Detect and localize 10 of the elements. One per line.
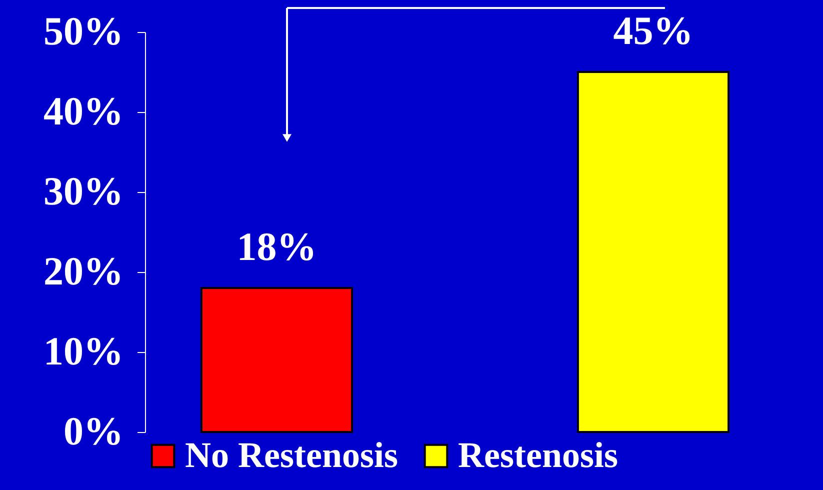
y-tick-label: 0% — [64, 408, 124, 454]
y-tick-label: 40% — [44, 88, 124, 134]
y-tick-label: 10% — [44, 328, 124, 374]
y-tick-label: 20% — [44, 248, 124, 294]
legend-label: No Restenosis — [185, 435, 398, 475]
y-tick-label: 50% — [44, 8, 124, 54]
data-label: 45% — [613, 8, 694, 53]
legend-label: Restenosis — [458, 435, 618, 475]
y-tick-label: 30% — [44, 168, 124, 214]
data-label: 18% — [236, 224, 317, 269]
